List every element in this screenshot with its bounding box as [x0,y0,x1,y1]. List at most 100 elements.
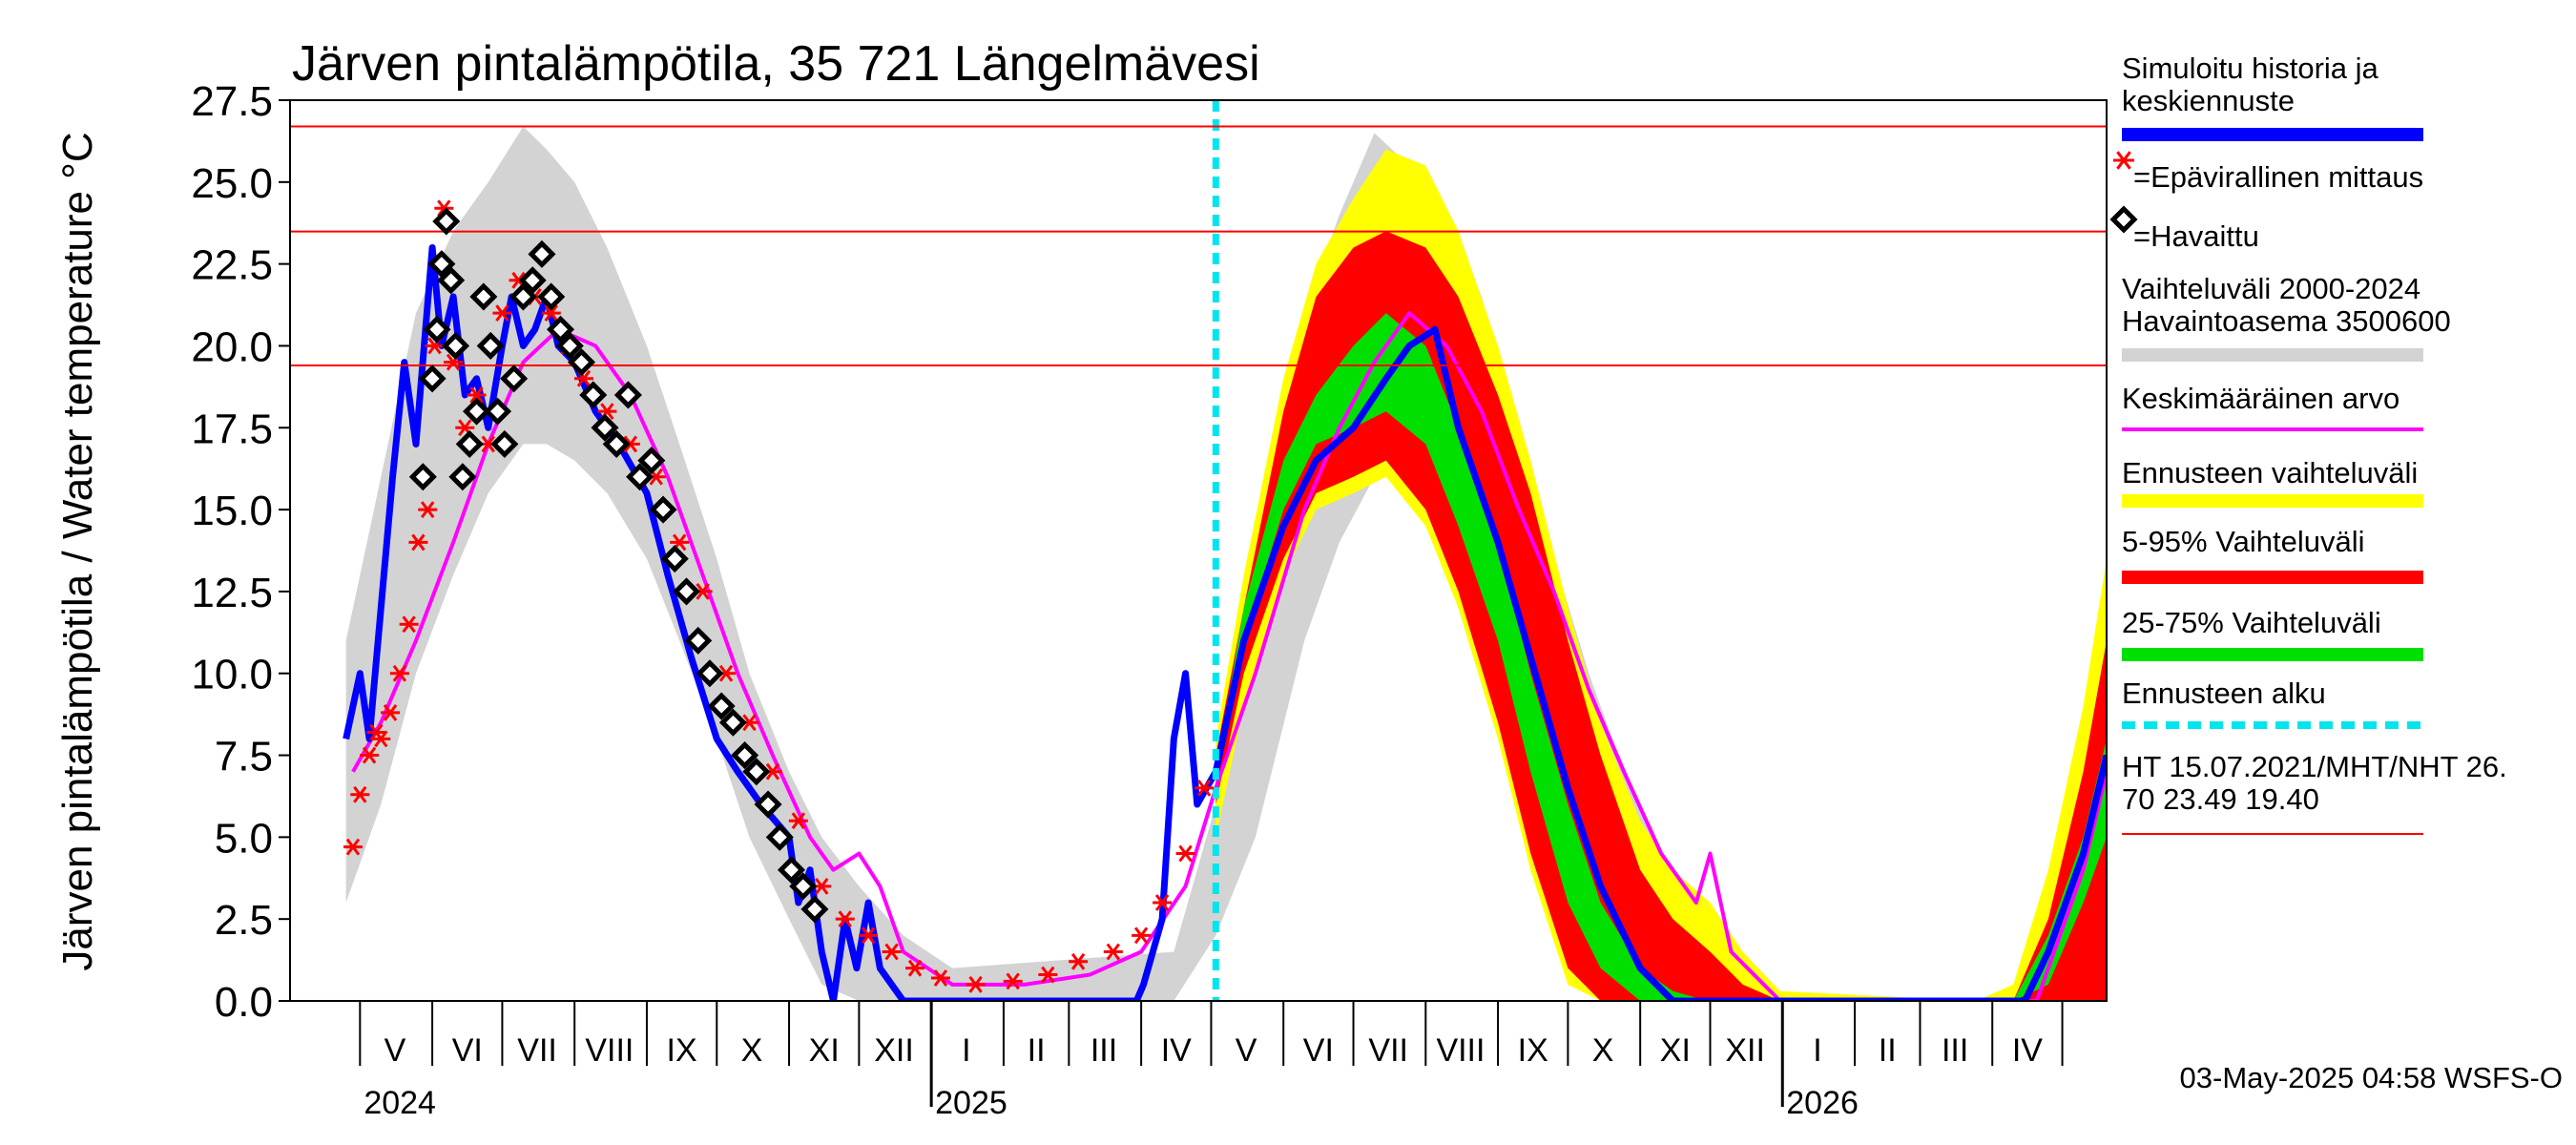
month-label: IX [667,1032,697,1069]
unofficial-measurement-point [1153,894,1173,911]
legend-label: =Epävirallinen mittaus [2133,160,2423,194]
legend-swatch [2122,348,2423,362]
year-label: 2025 [935,1085,1008,1121]
month-label: I [1813,1032,1821,1069]
month-label: V [1236,1032,1257,1069]
month-label: II [1879,1032,1897,1069]
legend-swatch [2122,648,2423,661]
observed-point [500,364,529,393]
observed-point [637,447,666,475]
plot-frame [289,99,2108,1002]
legend-item: 25-75% Vaihteluväli [2122,606,2423,661]
month-label: VIII [1436,1032,1485,1069]
observed-point [684,626,713,655]
unofficial-measurement-point [1003,972,1023,990]
legend-item: Keskimääräinen arvo [2122,382,2423,431]
observed-point [718,708,747,737]
year-label: 2026 [1786,1085,1859,1121]
unofficial-measurement-point [343,838,363,856]
observed-point [408,463,437,491]
unofficial-measurement-point [389,664,409,682]
observed-point [509,282,537,311]
observed-point [800,895,829,924]
month-label: XI [809,1032,840,1069]
legend-item: HT 15.07.2021/MHT/NHT 26.70 23.49 19.40 [2122,750,2507,835]
observed-point [591,413,619,442]
observed-point [437,266,466,295]
unofficial-measurement-point [1175,844,1195,863]
unofficial-measurement-point [1195,779,1215,797]
footer-timestamp: 03-May-2025 04:58 WSFS-O [2180,1061,2563,1094]
plot-area [290,100,2107,1001]
unofficial-measurement-point [1132,926,1152,945]
legend-item: =Havaittu [2109,205,2259,253]
unofficial-measurement-point [350,785,370,803]
y-tick-label: 27.5 [191,78,273,125]
legend-label: HT 15.07.2021/MHT/NHT 26. [2122,750,2507,783]
observed-point [660,545,689,573]
legend-item: Vaihteluväli 2000-2024 Havaintoasema 350… [2122,272,2451,362]
observed-point [427,250,456,279]
unofficial-measurement-point [835,910,855,928]
legend-label: keskiennuste [2122,84,2295,117]
line-series-5 [343,243,2107,1001]
observed-point [672,577,701,606]
observed-point [602,429,631,458]
legend-label: 70 23.49 19.40 [2122,782,2319,816]
chart-title: Järven pintalämpötila, 35 721 Längelmäve… [292,36,1260,92]
unofficial-measurement-point [360,746,380,764]
observed-point [441,331,470,360]
legend-item: Ennusteen alku [2122,677,2423,729]
unofficial-measurement-point [930,969,950,987]
observed-point [696,659,724,688]
observed-point [754,790,782,819]
unofficial-measurement-point [408,533,428,552]
month-label: IV [1161,1032,1192,1069]
axes: 0.0 2.5 5.0 7.5 10.0 12.5 15.0 17.5 20.0 22.5 25.0… [191,78,2108,1121]
month-label: I [962,1032,970,1069]
month-label: II [1028,1032,1046,1069]
observed-point [626,463,654,491]
legend-diamond-icon [2109,205,2138,234]
unofficial-measurement-point [371,730,391,748]
legend-item: Ennusteen vaihteluväli [2122,456,2423,508]
legend-asterisk-icon [2113,151,2134,170]
observed-point [731,741,759,770]
legend-label: Ennusteen vaihteluväli [2122,456,2418,489]
observed-point [455,429,484,458]
y-axis-label: Järven pintalämpötila / Water temperatur… [54,132,101,970]
legend-item: 5-95% Vaihteluväli [2122,525,2423,584]
observed-point [483,397,512,426]
unofficial-measurement-point [399,615,419,634]
y-tick-label: 25.0 [191,160,273,207]
y-tick-label: 7.5 [215,734,273,781]
legend-label: 25-75% Vaihteluväli [2122,606,2381,639]
observed-point [579,381,608,409]
observed-point [613,381,642,409]
observed-point [469,282,498,311]
month-label: VIII [585,1032,634,1069]
y-tick-label: 5.0 [215,815,273,862]
legend-label: Vaihteluväli 2000-2024 [2122,272,2420,305]
year-label: 2024 [364,1085,436,1121]
legend-item: =Epävirallinen mittaus [2113,151,2423,194]
unofficial-measurement-point [905,959,925,977]
observed-point [777,856,806,885]
observed-point [528,239,556,268]
unofficial-measurement-point [859,926,879,945]
month-label: VI [452,1032,483,1069]
y-tick-label: 15.0 [191,488,273,534]
observed-point [707,692,736,720]
legend-swatch [2122,571,2423,584]
line-series-4 [351,311,2107,1001]
observed-point [765,822,794,851]
observed-point [546,315,575,344]
month-label: V [384,1032,406,1069]
month-label: VII [1368,1032,1408,1069]
observed-point [476,331,505,360]
month-label: III [1091,1032,1117,1069]
observed-point [462,397,491,426]
